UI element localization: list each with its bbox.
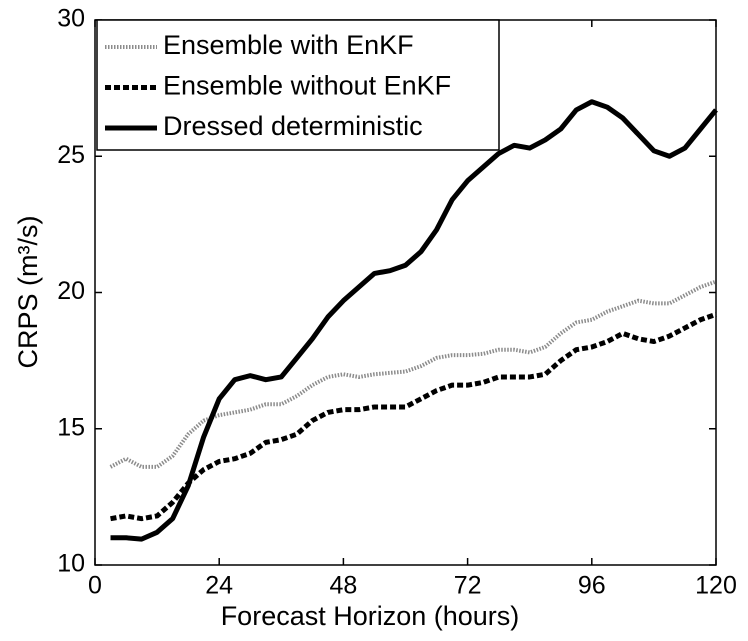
- x-tick-label: 48: [329, 572, 357, 600]
- x-tick-label: 0: [88, 572, 102, 600]
- series-line: [110, 99, 718, 542]
- y-axis-title: CRPS (m³/s): [13, 216, 43, 369]
- y-tick-label: 15: [57, 413, 85, 441]
- legend-label: Ensemble with EnKF: [163, 30, 414, 60]
- y-tick-label: 30: [57, 5, 85, 33]
- x-tick-label: 96: [578, 572, 606, 600]
- y-tick-label: 20: [57, 277, 85, 305]
- x-axis-title: Forecast Horizon (hours): [221, 601, 520, 631]
- legend-label: Ensemble without EnKF: [163, 71, 451, 101]
- y-tick-label: 10: [57, 550, 85, 578]
- x-tick-label: 24: [205, 572, 233, 600]
- y-tick-label: 25: [57, 141, 85, 169]
- series-line: [110, 311, 717, 522]
- x-tick-label: 120: [695, 572, 737, 600]
- series-line: [109, 279, 717, 469]
- x-tick-label: 72: [454, 572, 482, 600]
- legend-box: [96, 19, 500, 151]
- legend-label: Dressed deterministic: [163, 111, 423, 141]
